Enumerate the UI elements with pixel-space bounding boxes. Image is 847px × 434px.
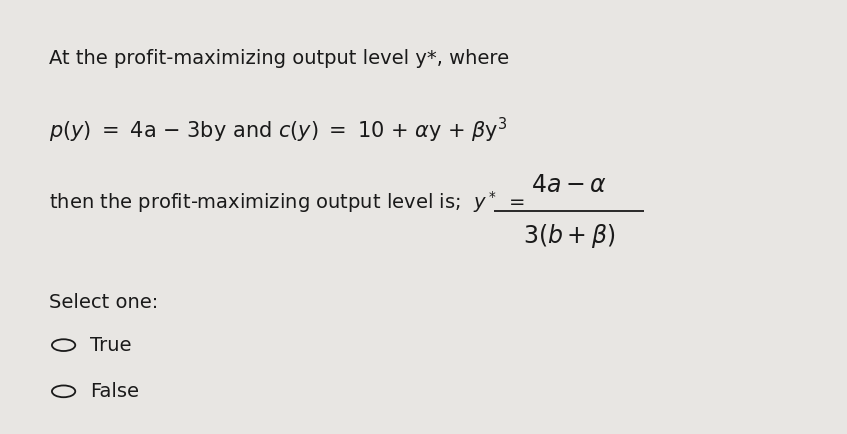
Text: True: True	[91, 335, 132, 355]
Text: $4a - \alpha$: $4a - \alpha$	[531, 174, 607, 197]
Text: False: False	[91, 382, 139, 401]
Text: then the profit-maximizing output level is;  $y^*$ $=$: then the profit-maximizing output level …	[48, 189, 524, 215]
Text: $3(b + \beta)$: $3(b + \beta)$	[523, 222, 616, 250]
Text: At the profit-maximizing output level y*, where: At the profit-maximizing output level y*…	[48, 49, 509, 68]
Text: $\mathbf{\it{p}}(\mathbf{\it{y}})$ $=$ 4a $-$ 3by and $\mathbf{\it{c}}(\mathbf{\: $\mathbf{\it{p}}(\mathbf{\it{y}})$ $=$ 4…	[48, 116, 507, 145]
Text: Select one:: Select one:	[48, 293, 158, 312]
